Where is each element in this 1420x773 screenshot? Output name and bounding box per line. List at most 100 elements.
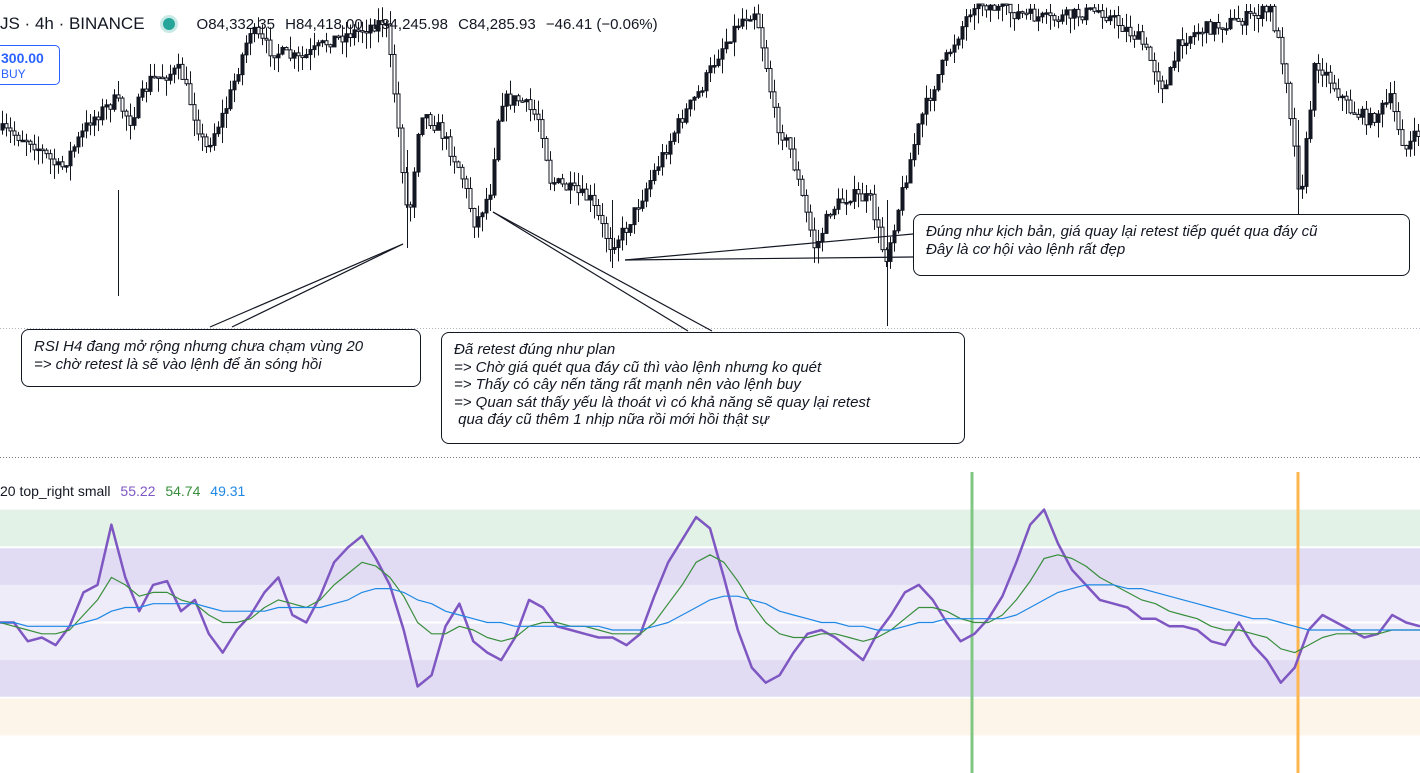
candle-body bbox=[716, 58, 721, 67]
candle-body bbox=[28, 140, 33, 145]
candle-body bbox=[772, 91, 777, 108]
candle-body bbox=[948, 51, 953, 55]
candle-body bbox=[1212, 22, 1217, 35]
candle-body bbox=[928, 97, 933, 101]
candle-body bbox=[1348, 99, 1353, 114]
candle-body bbox=[1016, 11, 1021, 20]
candle-body bbox=[1236, 18, 1241, 22]
candle-body bbox=[64, 165, 69, 168]
candle-body bbox=[96, 116, 101, 121]
candle-body bbox=[552, 182, 557, 185]
candle-body bbox=[300, 55, 305, 59]
candle-body bbox=[1040, 12, 1045, 18]
candle-body bbox=[440, 122, 445, 139]
annotation-lines bbox=[209, 211, 914, 332]
candle-body bbox=[668, 140, 673, 155]
candle-body bbox=[752, 13, 757, 21]
note-retest-plan[interactable]: Đã retest đúng như plan => Chờ giá quét … bbox=[441, 332, 965, 444]
candle-body bbox=[972, 8, 977, 16]
candle-body bbox=[1060, 14, 1065, 22]
candle-body bbox=[1076, 8, 1081, 18]
candle-body bbox=[1072, 8, 1077, 19]
candle-body bbox=[848, 200, 853, 204]
candle-body bbox=[740, 18, 745, 27]
candle-body bbox=[132, 117, 137, 126]
candle-body bbox=[532, 109, 537, 115]
candle-body bbox=[456, 161, 461, 168]
candle-body bbox=[316, 42, 321, 47]
candle-body bbox=[804, 194, 809, 213]
candle-body bbox=[48, 153, 53, 160]
note-rsi-h4[interactable]: RSI H4 đang mở rộng nhưng chưa chạm vùng… bbox=[21, 329, 421, 387]
candle-body bbox=[1392, 93, 1397, 113]
candle-body bbox=[1108, 15, 1113, 22]
ohlc-open: O84,332.35 bbox=[196, 15, 275, 33]
note-line: qua đáy cũ thêm 1 nhịp nữa rồi mới hồi t… bbox=[454, 411, 769, 428]
candle-body bbox=[388, 23, 393, 55]
candle-body bbox=[360, 30, 365, 33]
candle-body bbox=[368, 24, 373, 34]
candle-body bbox=[628, 224, 633, 233]
candle-body bbox=[248, 33, 253, 44]
candle-body bbox=[1332, 82, 1337, 90]
candle-body bbox=[172, 67, 177, 75]
candle-body bbox=[164, 77, 169, 81]
candle-body bbox=[1400, 129, 1405, 146]
symbol-title[interactable]: JS · 4h · BINANCE bbox=[0, 14, 145, 33]
candle-body bbox=[72, 146, 77, 152]
note-line: => Thấy có cây nến tăng rất mạnh nên vào… bbox=[454, 376, 801, 393]
candle-body bbox=[68, 150, 73, 167]
candle-body bbox=[1256, 15, 1261, 19]
candle-body bbox=[1188, 36, 1193, 44]
candle-body bbox=[1064, 9, 1069, 16]
candle-body bbox=[924, 97, 929, 115]
candle-body bbox=[880, 226, 885, 251]
candle-body bbox=[1248, 10, 1253, 14]
candle-body bbox=[1324, 71, 1329, 76]
candle-body bbox=[1000, 3, 1005, 7]
candle-body bbox=[620, 227, 625, 241]
candle-body bbox=[356, 29, 361, 32]
candle-body bbox=[56, 161, 61, 166]
candle-body bbox=[244, 42, 249, 56]
candle-body bbox=[1048, 12, 1053, 17]
candle-body bbox=[436, 122, 441, 131]
candle-body bbox=[1132, 35, 1137, 40]
candle-body bbox=[1356, 113, 1361, 118]
candle-body bbox=[16, 134, 21, 141]
candle-body bbox=[260, 33, 265, 39]
buy-button[interactable]: 300.00 BUY bbox=[0, 45, 60, 85]
candle-body bbox=[1128, 26, 1133, 37]
candle-body bbox=[448, 136, 453, 157]
candle-body bbox=[1328, 71, 1333, 84]
candle-body bbox=[1320, 69, 1325, 76]
candle-body bbox=[1008, 3, 1013, 14]
candle-body bbox=[1380, 102, 1385, 115]
candle-body bbox=[1012, 12, 1017, 20]
candle-body bbox=[1056, 19, 1061, 23]
candle-body bbox=[196, 119, 201, 135]
candle-body bbox=[1220, 27, 1225, 30]
candle-body bbox=[380, 20, 385, 26]
rsi-legend-label[interactable]: 20 top_right small bbox=[0, 483, 111, 499]
candle-body bbox=[1268, 5, 1273, 13]
candle-body bbox=[1112, 15, 1117, 18]
candle-body bbox=[764, 47, 769, 70]
candle-body bbox=[180, 63, 185, 80]
candle-body bbox=[8, 127, 13, 132]
candle-body bbox=[612, 247, 617, 250]
candle-body bbox=[4, 123, 9, 129]
candle-body bbox=[992, 4, 997, 11]
candle-body bbox=[660, 152, 665, 168]
candle-body bbox=[112, 94, 117, 110]
candle-body bbox=[100, 106, 105, 121]
candle-body bbox=[1164, 84, 1169, 90]
candle-body bbox=[944, 52, 949, 61]
candle-body bbox=[1404, 144, 1409, 150]
candle-body bbox=[0, 123, 5, 131]
note-line: Đây là cơ hội vào lệnh rất đẹp bbox=[926, 240, 1126, 258]
candle-body bbox=[396, 93, 401, 129]
note-scenario[interactable]: Đúng như kịch bản, giá quay lại retest t… bbox=[913, 214, 1410, 276]
rsi-legend: 20 top_right small 55.22 54.74 49.31 bbox=[0, 483, 251, 499]
